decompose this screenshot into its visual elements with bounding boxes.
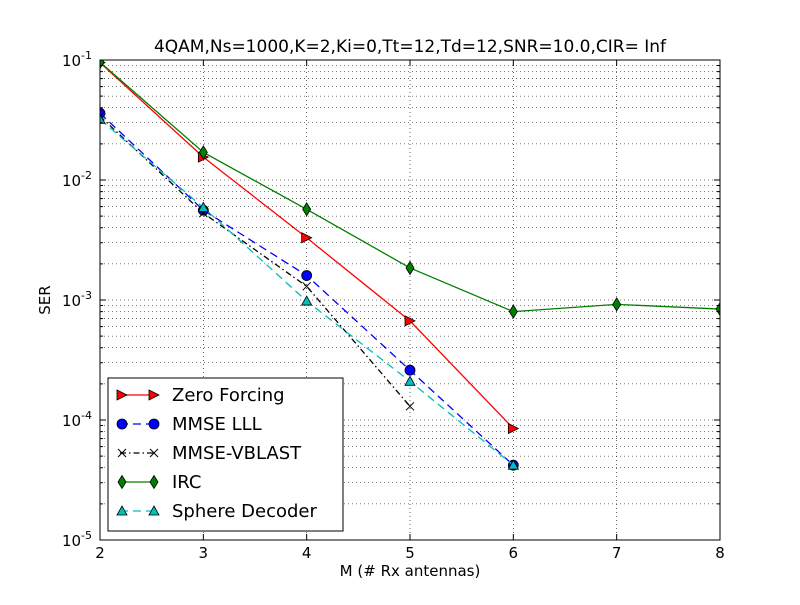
data-point [404,364,416,376]
x-tick-label: 7 [612,544,622,562]
data-point [612,297,622,312]
x-tick-label: 5 [405,544,415,562]
legend-item: IRC [117,472,202,493]
legend-marker [148,389,160,401]
legend: Zero Forcing MMSE LLL MMSE-VBLAST IRC Sphere… [107,377,344,532]
data-point [197,201,210,212]
data-point [300,295,313,306]
legend-marker [117,448,127,458]
legend-marker [117,474,127,490]
y-tick-label: 10-4 [62,409,92,430]
data-point [404,375,416,386]
series-4 [100,113,520,470]
legend-label: Zero Forcing [172,385,285,406]
legend-marker [116,418,128,430]
y-tick-label: 10-1 [62,49,92,70]
legend-item: MMSE-VBLAST [117,443,302,464]
legend-marker [149,448,159,458]
data-point [507,459,520,470]
series-line [100,115,411,407]
data-point [100,113,106,124]
legend-item: MMSE LLL [116,414,262,435]
legend-marker [148,418,160,430]
x-marker-stroke [100,111,105,117]
legend-label: IRC [172,472,202,493]
legend-frame [107,377,344,532]
x-marker-stroke [405,401,415,411]
x-tick-label: 3 [199,544,209,562]
y-axis-label: SER [36,285,54,314]
legend-marker [149,474,159,490]
x-marker-stroke [117,448,127,458]
legend-item: Zero Forcing [116,385,285,406]
legend-label: Sphere Decoder [172,501,317,522]
legend-marker [148,505,160,516]
data-point [301,232,313,244]
chart-title: 4QAM,Ns=1000,K=2,Ki=0,Tt=12,Td=12,SNR=10… [154,37,667,57]
data-point [405,401,415,411]
x-marker-stroke [302,281,312,291]
data-point [100,60,105,70]
x-tick-label: 8 [715,544,725,562]
legend-marker [116,389,128,401]
legend-label: MMSE LLL [172,414,262,435]
data-point [404,315,416,327]
y-tick-label: 10-2 [62,169,92,190]
data-point [508,304,518,319]
legend-marker [116,505,128,516]
x-tick-label: 2 [95,544,105,562]
legend-label: MMSE-VBLAST [172,443,302,464]
x-tick-label: 6 [509,544,519,562]
x-axis-label: M (# Rx antennas) [340,562,481,580]
data-point [302,281,312,291]
data-point [507,422,520,435]
y-tick-label: 10-3 [62,289,92,310]
data-point [302,202,312,217]
x-marker-stroke [149,448,159,458]
data-point [405,260,415,276]
data-point [301,270,313,281]
series-0 [100,60,520,435]
y-tick-label: 10-5 [62,529,92,550]
tick-layer: 2 3 4 5 6 7 8 10-1 10-2 10-3 10-4 10-5 [62,49,725,562]
legend-item: Sphere Decoder [116,501,317,522]
series-3 [100,60,720,319]
data-point [198,145,208,160]
x-tick-label: 4 [302,544,312,562]
series-layer [100,60,720,471]
